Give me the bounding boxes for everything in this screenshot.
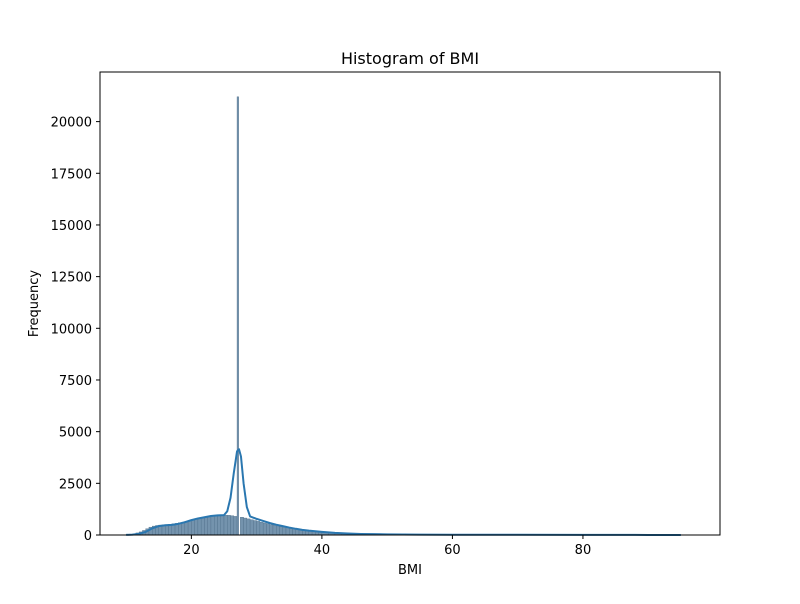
x-tick-label: 40 [314,543,331,558]
histogram-bar [289,528,292,535]
histogram-bar [273,525,276,535]
histogram-bar [191,520,194,535]
histogram-bar [188,521,191,535]
histogram-bar [293,529,296,535]
histogram-bar [214,516,217,535]
y-tick-label: 5000 [59,426,92,441]
x-tick-label: 60 [444,543,461,558]
histogram-bar [231,516,234,535]
y-tick-label: 12500 [51,271,92,286]
histogram-bar [270,525,273,535]
histogram-bar [253,521,256,535]
axes-frame [100,72,720,535]
histogram-bar [182,522,185,535]
histogram-bar [250,520,253,535]
y-tick-label: 15000 [51,219,92,234]
histogram-bar [208,516,211,535]
chart-title: Histogram of BMI [341,49,479,68]
histogram-bar [240,517,243,535]
y-tick-label: 10000 [51,322,92,337]
histogram-bar [224,515,227,535]
x-axis-ticks: 20 40 60 80 [183,535,591,558]
histogram-bar [279,527,282,535]
x-tick-label: 80 [575,543,592,558]
histogram-bar [198,518,201,535]
histogram-bar [204,517,207,535]
y-tick-label: 20000 [51,116,92,131]
histogram-bar [244,518,247,535]
histogram-bar [195,519,198,535]
histogram-bar [257,521,260,535]
histogram-bar [227,515,230,535]
y-tick-label: 17500 [51,167,92,182]
histogram-bar [286,528,289,535]
histogram-bar [185,521,188,535]
histogram-bar [266,524,269,535]
histogram-bar [276,526,279,535]
histogram-bar [217,515,220,535]
y-axis-label: Frequency [27,270,42,337]
y-axis-ticks: 0 2500 5000 7500 10000 12500 15000 17500 20000 [51,116,100,544]
histogram-bar [247,519,250,535]
histogram-bar [237,97,239,535]
x-axis-label: BMI [398,563,422,578]
histogram-bars [126,97,684,535]
histogram-bar [211,516,214,535]
y-tick-label: 2500 [59,477,92,492]
histogram-bar [234,516,237,535]
y-tick-label: 7500 [59,374,92,389]
histogram-bar [283,527,286,535]
histogram-bar [260,522,263,535]
histogram-bar [201,517,204,535]
histogram-bar [221,515,224,535]
histogram-bar [263,523,266,535]
x-tick-label: 20 [183,543,200,558]
y-tick-label: 0 [84,529,92,544]
